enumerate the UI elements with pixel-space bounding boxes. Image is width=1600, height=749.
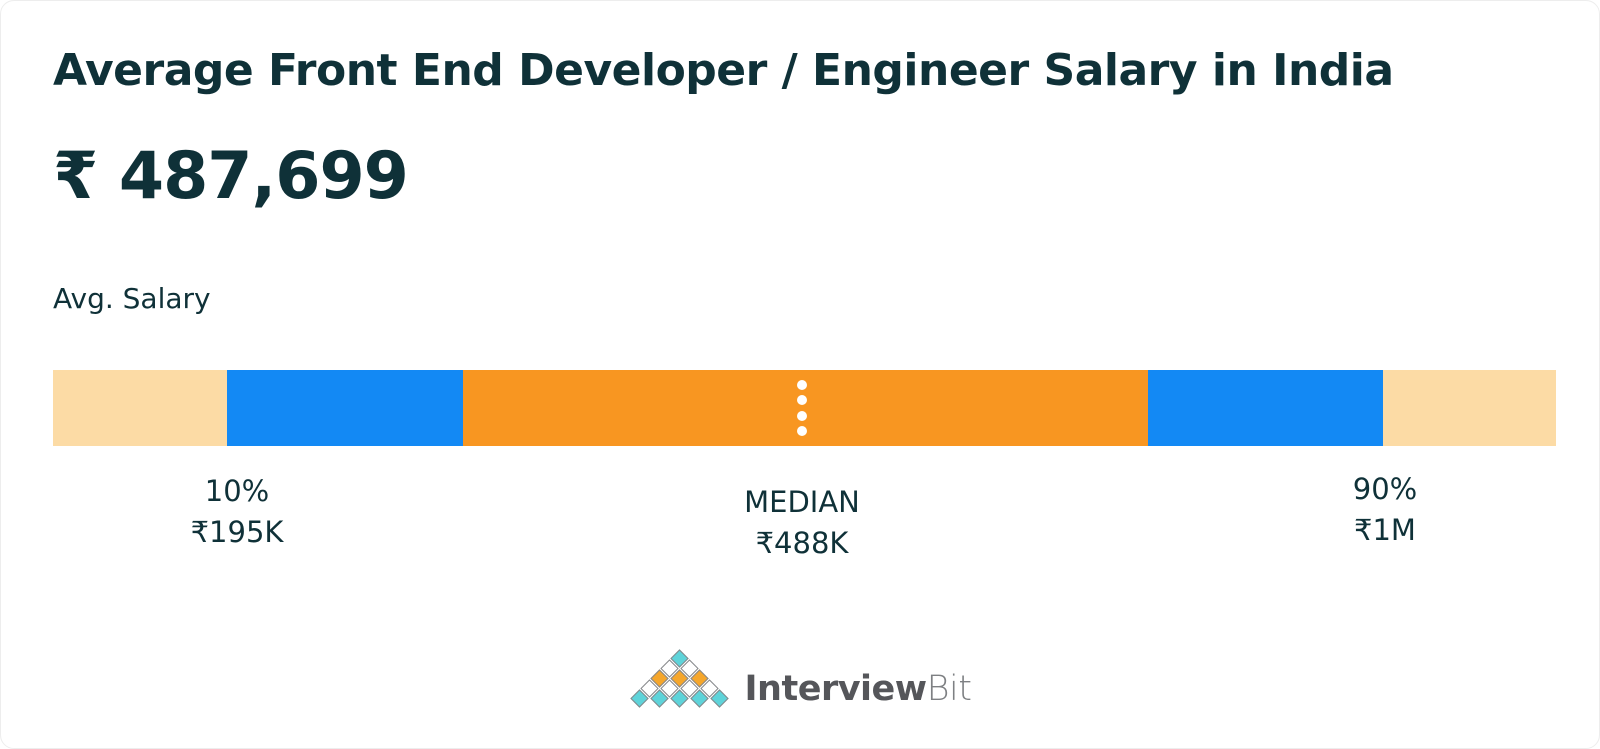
percentile-90-label: 90% ₹1M bbox=[1353, 469, 1417, 551]
median-dot bbox=[797, 425, 807, 436]
logo-text-bit: Bit bbox=[926, 669, 972, 709]
logo-text-interview: Interview bbox=[744, 669, 928, 709]
median-title: MEDIAN bbox=[744, 485, 860, 519]
average-salary-label: Avg. Salary bbox=[53, 282, 211, 315]
median-dot bbox=[797, 410, 807, 421]
interviewbit-logo-text: InterviewBit bbox=[745, 672, 972, 711]
percentile-10-label: 10% ₹195K bbox=[191, 471, 284, 553]
median-dot bbox=[797, 395, 807, 406]
average-salary-value: ₹ 487,699 bbox=[53, 139, 409, 214]
percentile-90-value: ₹1M bbox=[1354, 513, 1416, 547]
median-marker-dotted-line bbox=[797, 380, 807, 436]
salary-range-bar bbox=[53, 370, 1556, 446]
percentile-10-value: ₹195K bbox=[190, 515, 284, 549]
bar-segment-10th-to-25th-percentile bbox=[227, 370, 464, 446]
median-value: ₹488K bbox=[755, 526, 849, 560]
percentile-90-percent: 90% bbox=[1352, 472, 1418, 506]
percentile-10-percent: 10% bbox=[204, 474, 270, 508]
bar-segment-above-90th-percentile bbox=[1382, 370, 1556, 446]
interviewbit-logo: InterviewBit bbox=[1, 647, 1599, 711]
bar-segment-75th-to-90th-percentile bbox=[1148, 370, 1383, 446]
interviewbit-pyramid-icon bbox=[629, 647, 731, 711]
median-label: MEDIAN ₹488K bbox=[744, 482, 860, 564]
page-title: Average Front End Developer / Engineer S… bbox=[53, 45, 1394, 96]
bar-segment-below-10th-percentile bbox=[53, 370, 228, 446]
median-dot bbox=[797, 380, 807, 390]
